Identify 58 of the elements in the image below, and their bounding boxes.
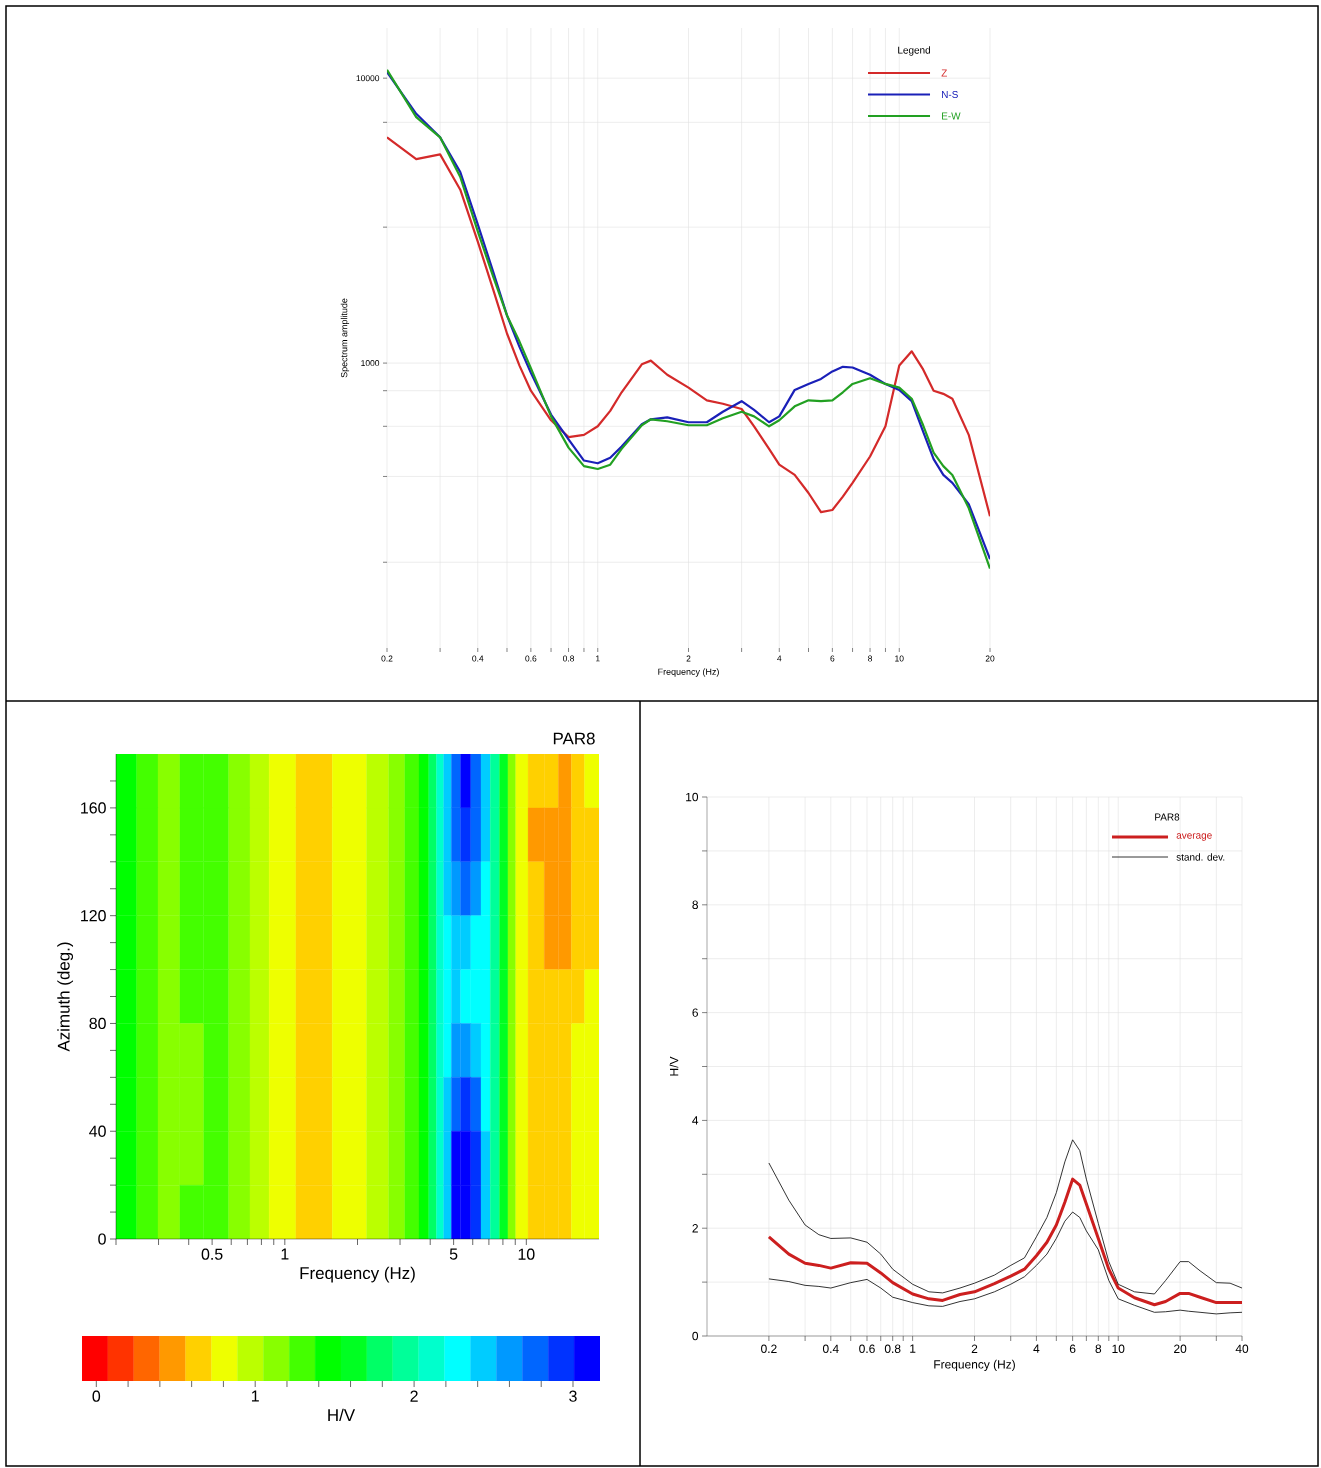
text: average bbox=[1176, 833, 1212, 841]
legend-title: PAR8 bbox=[1155, 813, 1180, 821]
x-tick-label: 4 bbox=[1033, 1344, 1040, 1353]
x-tick-label: 2 bbox=[686, 655, 691, 662]
x-tick-label: 20 bbox=[1174, 1344, 1187, 1353]
x-tick-label: 0.6 bbox=[525, 655, 537, 662]
x-tick-label: 0.4 bbox=[472, 655, 484, 662]
color-bar-label: 3 bbox=[569, 1390, 577, 1402]
x-axis-title: Frequency (Hz) bbox=[658, 668, 719, 677]
x-tick-label: 1 bbox=[910, 1344, 916, 1353]
x-tick-label: 0.8 bbox=[562, 655, 575, 662]
x-tick-label: 10 bbox=[1112, 1344, 1125, 1353]
color-bar-title: H/V bbox=[328, 1408, 356, 1422]
x-axis-title: Frequency (Hz) bbox=[934, 1359, 1015, 1371]
text: stand. dev. bbox=[1176, 853, 1225, 861]
y-tick-label: 0 bbox=[692, 1331, 699, 1341]
x-tick-label: 10 bbox=[895, 655, 904, 662]
y-tick-label: 6 bbox=[692, 1008, 698, 1017]
y-tick-label: 40 bbox=[89, 1125, 106, 1137]
x-tick-label: 20 bbox=[985, 655, 995, 662]
text: E-W bbox=[942, 112, 961, 120]
x-tick-label: 0.2 bbox=[761, 1344, 777, 1353]
x-axis-title: Frequency (Hz) bbox=[300, 1266, 415, 1283]
x-tick-label: 2 bbox=[971, 1344, 978, 1353]
x-tick-label: 0.5 bbox=[201, 1248, 223, 1260]
y-tick-label: 160 bbox=[81, 802, 106, 814]
x-tick-label: 0.2 bbox=[381, 655, 393, 662]
x-tick-label: 4 bbox=[777, 655, 782, 662]
y-axis-title: Spectrum amplitude bbox=[340, 298, 350, 378]
x-tick-label: 0.4 bbox=[822, 1344, 839, 1353]
x-tick-label: 8 bbox=[868, 655, 873, 662]
legend-title: Legend bbox=[898, 46, 930, 56]
x-tick-label: 1 bbox=[596, 655, 600, 662]
y-tick-label: 120 bbox=[81, 910, 106, 922]
y-tick-label: 10 bbox=[686, 792, 699, 802]
y-axis-title: Azimuth (deg.) bbox=[57, 942, 74, 1052]
color-bar-label: 2 bbox=[410, 1390, 418, 1402]
y-tick-label: 0 bbox=[98, 1233, 106, 1245]
x-tick-label: 10 bbox=[518, 1248, 535, 1260]
x-tick-label: 5 bbox=[449, 1248, 458, 1260]
text: Z bbox=[941, 69, 947, 77]
y-tick-label: 4 bbox=[692, 1116, 699, 1125]
color-bar-label: 1 bbox=[251, 1390, 259, 1402]
chart-title: PAR8 bbox=[553, 732, 595, 745]
y-tick-label: 10000 bbox=[356, 75, 380, 82]
x-tick-label: 6 bbox=[830, 655, 835, 662]
x-tick-label: 8 bbox=[1095, 1344, 1102, 1353]
y-axis-title: H/V bbox=[669, 1056, 679, 1076]
y-tick-label: 80 bbox=[89, 1017, 106, 1030]
x-tick-label: 40 bbox=[1235, 1344, 1249, 1353]
y-tick-label: 1000 bbox=[361, 360, 380, 367]
x-tick-label: 6 bbox=[1069, 1344, 1076, 1353]
x-tick-label: 0.8 bbox=[884, 1344, 901, 1353]
x-tick-label: 1 bbox=[281, 1248, 289, 1260]
x-tick-label: 0.6 bbox=[859, 1344, 875, 1353]
text: N-S bbox=[942, 90, 958, 99]
y-tick-label: 2 bbox=[692, 1224, 698, 1233]
y-tick-label: 8 bbox=[692, 900, 698, 910]
